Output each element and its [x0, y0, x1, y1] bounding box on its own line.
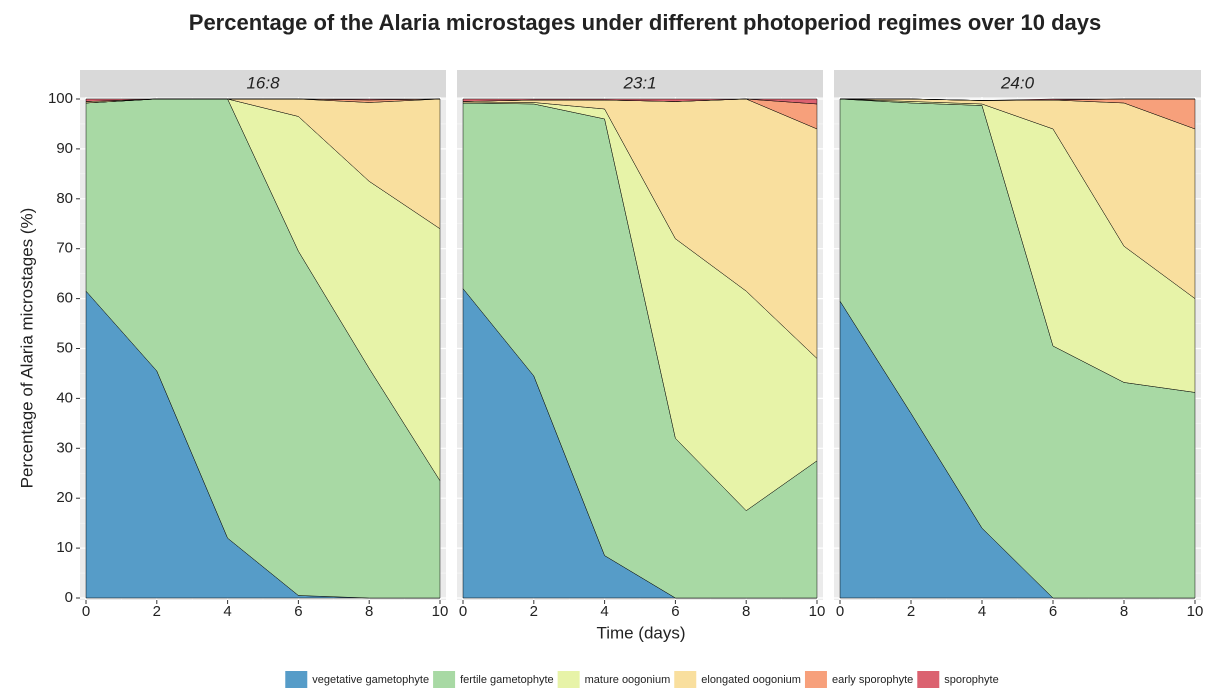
x-tick-label: 6	[294, 603, 302, 620]
y-tick-label: 50	[56, 339, 73, 356]
strip	[834, 70, 1201, 97]
legend-swatch	[285, 671, 308, 688]
x-tick-label: 4	[978, 603, 986, 620]
legend-item: sporophyte	[917, 671, 999, 688]
x-tick-label: 4	[600, 603, 608, 620]
legend-swatch	[917, 671, 940, 688]
area	[85, 98, 441, 102]
y-tick-label: 80	[56, 190, 73, 207]
strip	[80, 70, 446, 97]
legend-swatch	[433, 671, 456, 688]
x-tick-label: 8	[742, 603, 750, 620]
x-tick-label: 2	[153, 603, 161, 620]
x-tick-label: 8	[1120, 603, 1128, 620]
y-tick-label: 20	[56, 489, 73, 506]
x-tick-label: 2	[907, 603, 915, 620]
legend-item: early sporophyte	[804, 671, 913, 688]
y-tick-label: 60	[56, 290, 73, 307]
y-tick-label: 30	[56, 439, 73, 456]
y-axis-label: Percentage of Alaria microstages (%)	[17, 208, 36, 489]
y-tick-label: 10	[56, 539, 73, 556]
chart-title: Percentage of the Alaria microstages und…	[189, 10, 1101, 35]
x-tick-label: 10	[432, 603, 449, 620]
legend-swatch	[674, 671, 697, 688]
x-tick-label: 2	[530, 603, 538, 620]
legend-item: vegetative gametophyte	[285, 671, 429, 688]
area	[462, 98, 818, 105]
y-tick-label: 90	[56, 140, 73, 157]
y-tick-label: 0	[65, 589, 73, 606]
legend-item: fertile gametophyte	[433, 671, 554, 688]
y-tick-label: 40	[56, 389, 73, 406]
x-tick-label: 6	[671, 603, 679, 620]
legend-swatch	[804, 671, 827, 688]
legend-item: elongated oogonium	[674, 671, 801, 688]
x-tick-label: 6	[1049, 603, 1057, 620]
x-tick-label: 0	[836, 603, 844, 620]
area	[840, 98, 1195, 101]
strip	[457, 70, 823, 97]
x-axis-label: Time (days)	[596, 623, 685, 642]
strip-label: 23:1	[622, 73, 656, 92]
x-tick-label: 0	[82, 603, 90, 620]
legend-label: early sporophyte	[832, 674, 913, 686]
legend-label: sporophyte	[944, 674, 998, 686]
x-tick-label: 0	[459, 603, 467, 620]
y-tick-label: 70	[56, 240, 73, 257]
x-tick-label: 8	[365, 603, 373, 620]
legend-label: elongated oogonium	[701, 674, 801, 686]
legend-swatch	[557, 671, 580, 688]
legend-item: mature oogonium	[557, 671, 671, 688]
legend-label: mature oogonium	[585, 674, 671, 686]
legend-label: vegetative gametophyte	[312, 674, 429, 686]
legend-label: fertile gametophyte	[460, 674, 554, 686]
y-tick-label: 100	[48, 90, 73, 107]
strip-label: 16:8	[246, 73, 280, 92]
x-tick-label: 10	[809, 603, 826, 620]
x-tick-label: 4	[223, 603, 231, 620]
x-tick-label: 10	[1187, 603, 1204, 620]
strip-label: 24:0	[1000, 73, 1035, 92]
